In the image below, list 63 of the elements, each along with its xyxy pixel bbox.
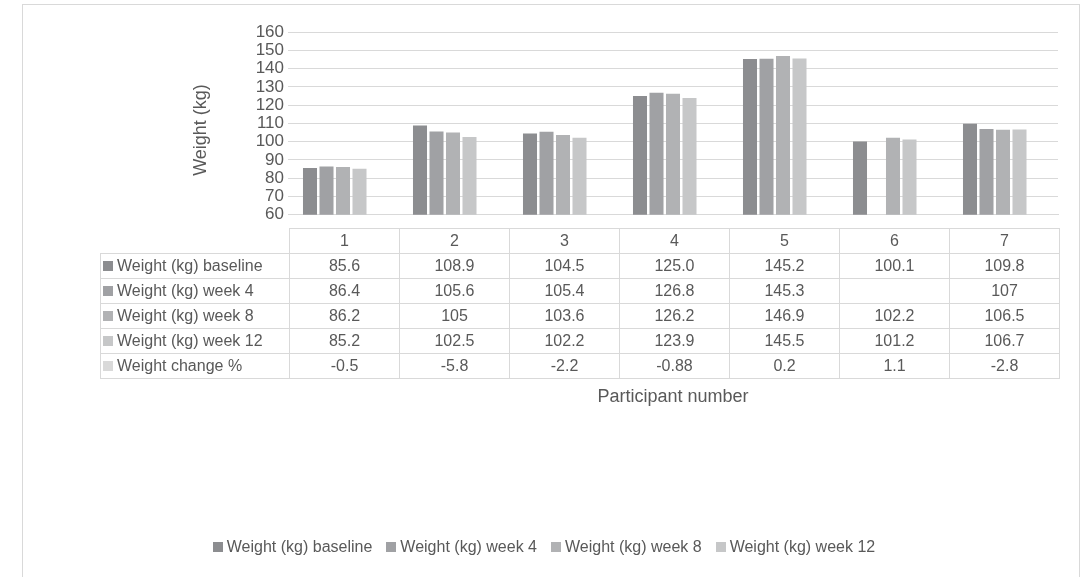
data-label: 145.5 bbox=[729, 328, 840, 354]
data-label: 106.7 bbox=[949, 328, 1060, 354]
data-label: 123.9 bbox=[619, 328, 730, 354]
x-tick-label: 5 bbox=[729, 228, 840, 254]
data-label: 104.5 bbox=[509, 253, 620, 279]
data-label: 101.2 bbox=[839, 328, 950, 354]
data-label: 125.0 bbox=[619, 253, 730, 279]
data-label: 102.5 bbox=[399, 328, 510, 354]
text: -0.88 bbox=[656, 357, 693, 374]
y-tick-label: 150 bbox=[255, 39, 284, 59]
x-tick-label: 7 bbox=[949, 228, 1060, 254]
x-tick-label: 4 bbox=[619, 228, 730, 254]
data-label: 105.6 bbox=[399, 278, 510, 304]
data-label: 100.1 bbox=[839, 253, 950, 279]
data-label: 85.2 bbox=[289, 328, 400, 354]
x-tick-label: 6 bbox=[839, 228, 950, 254]
data-label: 126.8 bbox=[619, 278, 730, 304]
y-tick-label: 60 bbox=[265, 204, 284, 224]
y-tick-label: 140 bbox=[255, 58, 284, 78]
x-tick-label: 1 bbox=[289, 228, 400, 254]
data-label: 103.6 bbox=[509, 303, 620, 329]
data-label: 109.8 bbox=[949, 253, 1060, 279]
data-label: 146.9 bbox=[729, 303, 840, 329]
text: Weight (kg) week 8 bbox=[565, 538, 702, 555]
text: -5.8 bbox=[440, 357, 469, 374]
data-label: 145.2 bbox=[729, 253, 840, 279]
data-label: 105.4 bbox=[509, 278, 620, 304]
data-label: 85.6 bbox=[289, 253, 400, 279]
data-label: 102.2 bbox=[509, 328, 620, 354]
data-label: 102.2 bbox=[839, 303, 950, 329]
data-label: 145.3 bbox=[729, 278, 840, 304]
text: -2.2 bbox=[550, 357, 579, 374]
x-tick-label: 3 bbox=[509, 228, 620, 254]
x-tick-label: 2 bbox=[399, 228, 510, 254]
y-axis-title: Weight (kg) bbox=[189, 84, 211, 176]
legend-label: Weight change % bbox=[100, 353, 290, 379]
legend-label: Weight (kg) week 4 bbox=[100, 278, 290, 304]
text: -0.5 bbox=[330, 357, 359, 374]
text: Weight (kg) baseline bbox=[226, 538, 373, 555]
data-label: 106.5 bbox=[949, 303, 1060, 329]
y-tick-label: 130 bbox=[255, 76, 284, 96]
text: Participant number bbox=[597, 385, 749, 407]
y-tick-label: 80 bbox=[265, 167, 284, 187]
legend-label: Weight (kg) baseline bbox=[100, 253, 290, 279]
data-label: 86.4 bbox=[289, 278, 400, 304]
y-tick-label: 70 bbox=[265, 186, 284, 206]
y-tick-label: 100 bbox=[255, 131, 284, 151]
y-tick-label: 90 bbox=[265, 149, 284, 169]
text: -2.8 bbox=[990, 357, 1019, 374]
data-label: 126.2 bbox=[619, 303, 730, 329]
data-label: 105 bbox=[399, 303, 510, 329]
text: 0.2 bbox=[773, 357, 796, 374]
legend-label: Weight (kg) week 12 bbox=[100, 328, 290, 354]
data-label: 108.9 bbox=[399, 253, 510, 279]
data-label: 107 bbox=[949, 278, 1060, 304]
y-tick-label: 120 bbox=[255, 94, 284, 114]
legend-label: Weight (kg) week 8 bbox=[100, 303, 290, 329]
text: Weight (kg) week 4 bbox=[400, 538, 537, 555]
text: Weight (kg) week 12 bbox=[729, 538, 876, 555]
data-label: 86.2 bbox=[289, 303, 400, 329]
y-tick-label: 110 bbox=[256, 113, 284, 133]
text: 1.1 bbox=[883, 357, 906, 374]
y-tick-label: 160 bbox=[255, 21, 284, 41]
